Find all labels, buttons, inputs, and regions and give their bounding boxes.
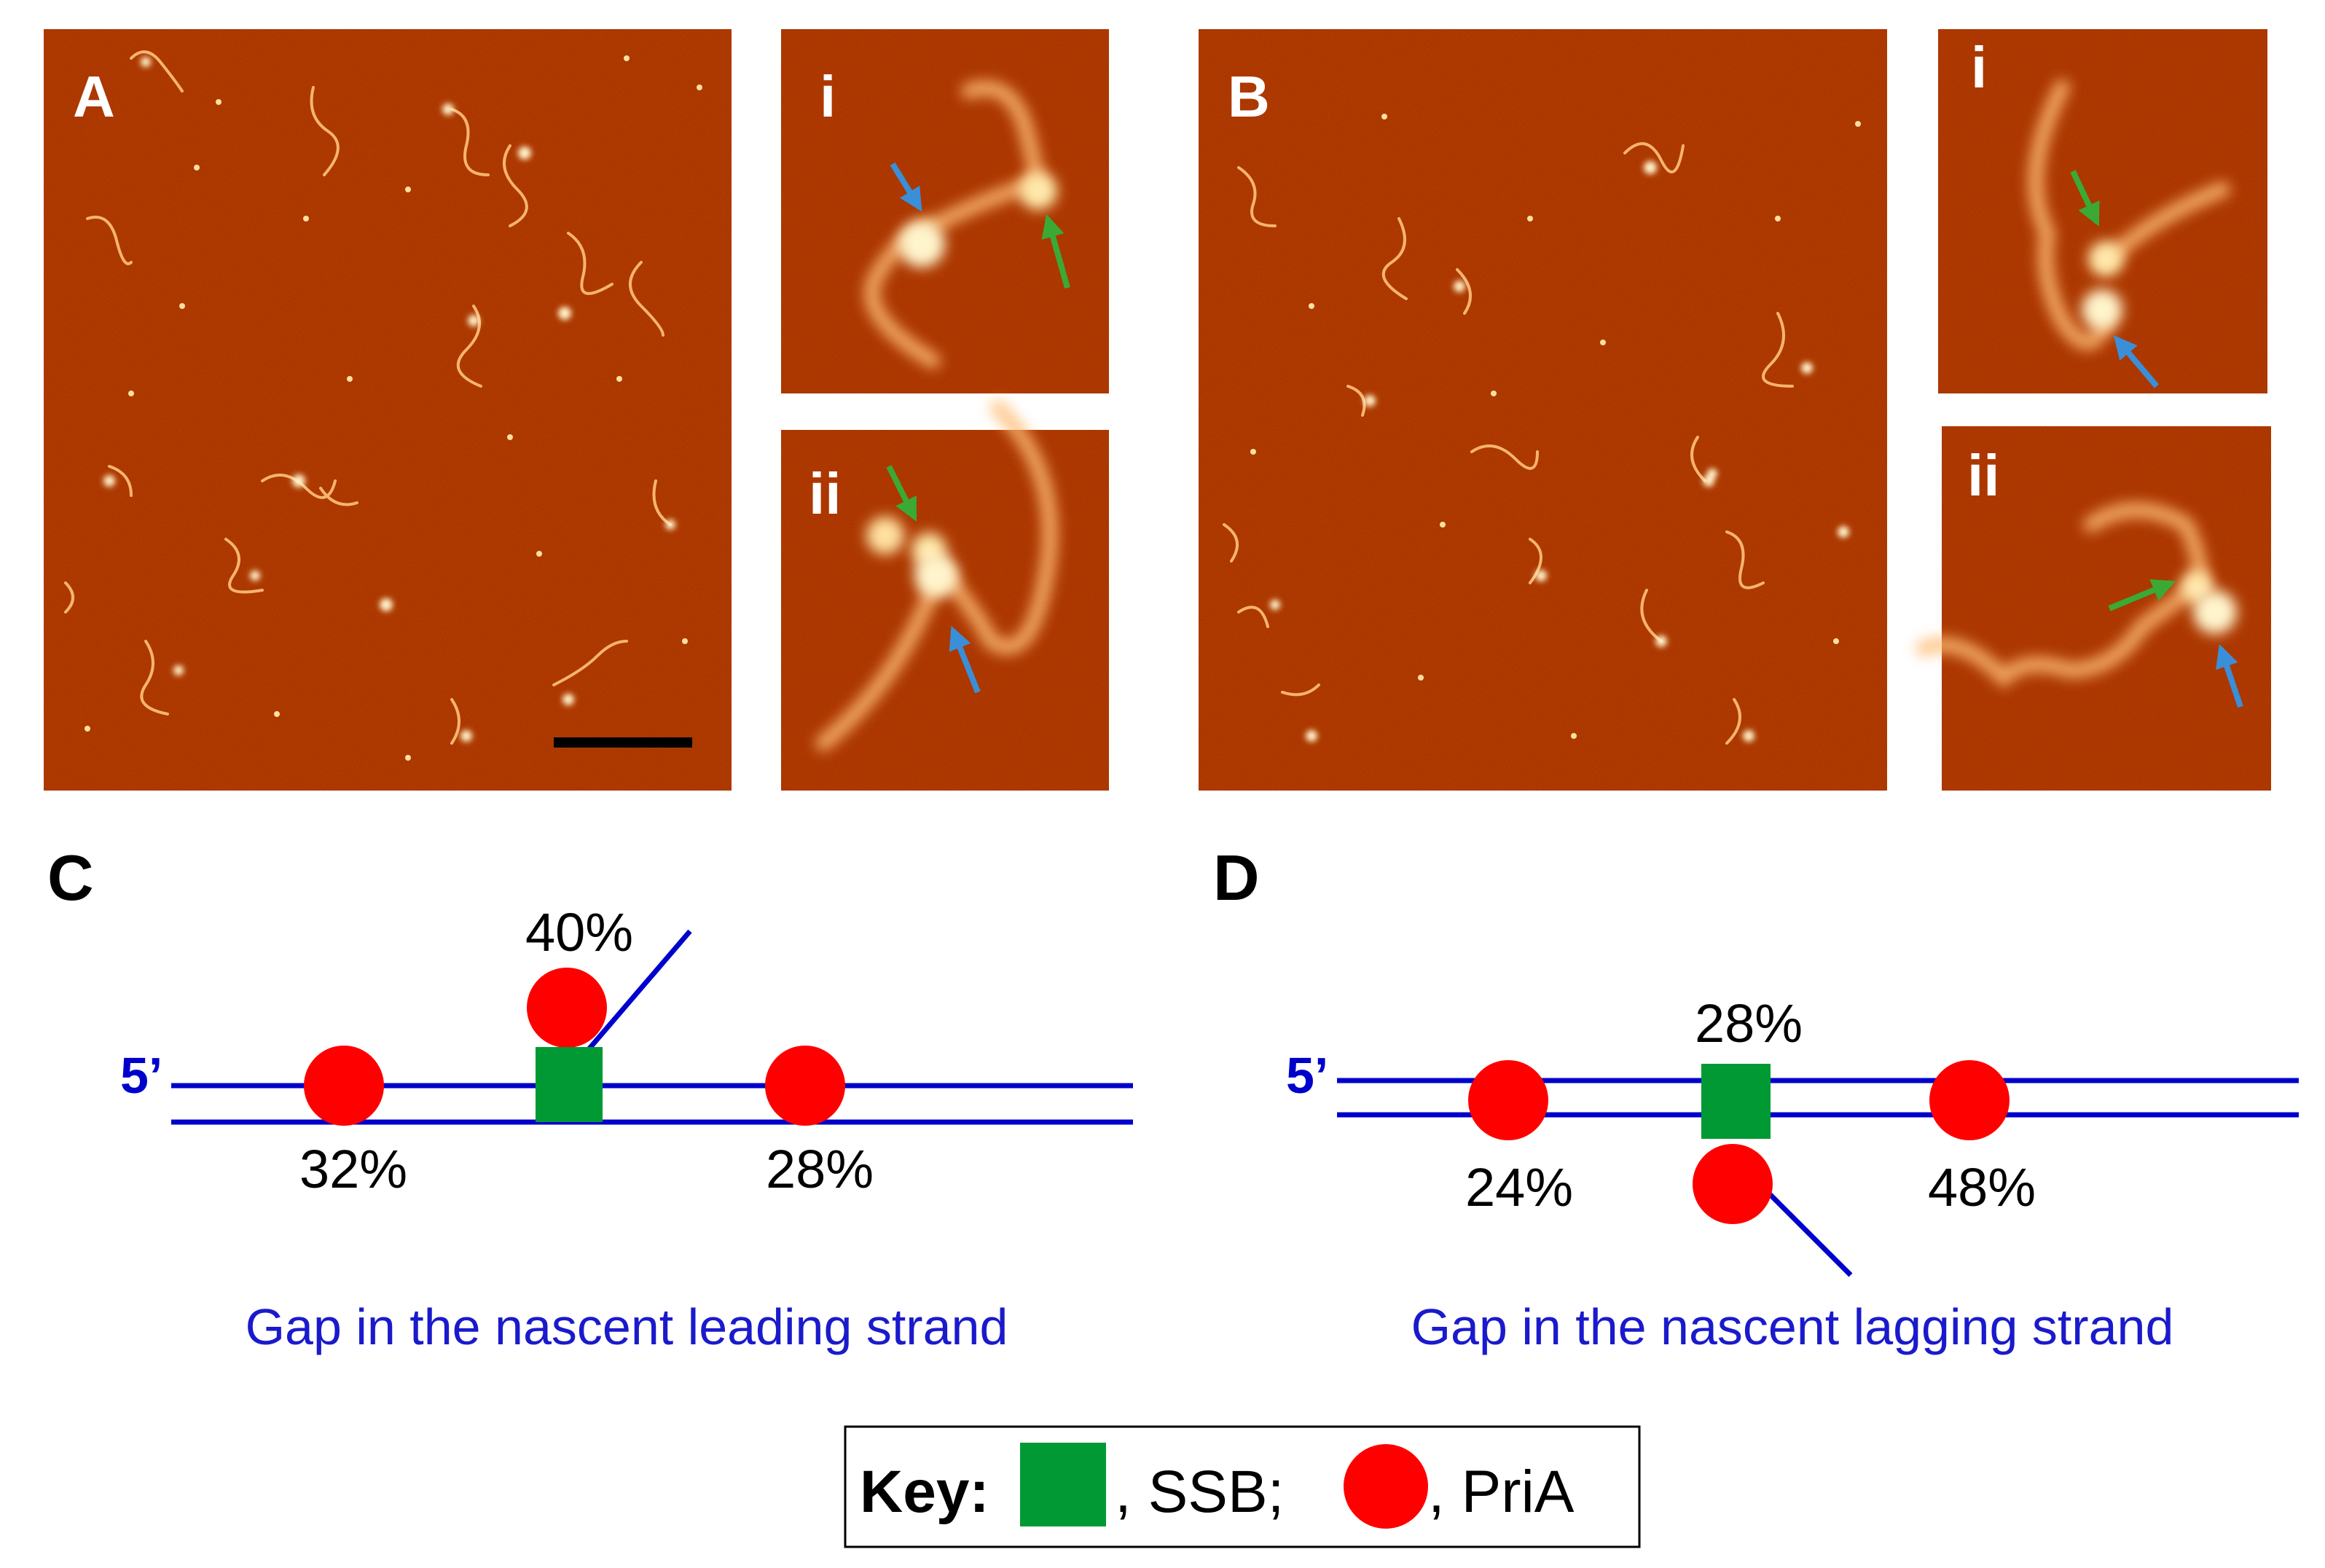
percent-left: 32% — [299, 1139, 407, 1199]
green-arrow — [1041, 213, 1070, 289]
panel-d-strand-label: 5’ — [1286, 1047, 1328, 1104]
panel-c-strand-label: 5’ — [120, 1047, 162, 1104]
panel-b-afm-image — [1199, 29, 1887, 791]
pria-marker — [304, 1046, 384, 1126]
green-arrow — [2108, 579, 2176, 611]
legend-pria-text: , PriA — [1428, 1459, 1575, 1525]
panel-c-label: C — [47, 842, 94, 914]
blue-arrow — [2113, 335, 2160, 388]
panel-b-inset-i-label: i — [1971, 35, 1987, 100]
ssb-marker — [536, 1047, 603, 1122]
ssb-marker — [1701, 1064, 1771, 1139]
pria-marker — [527, 968, 607, 1048]
panel-b-inset-ii-label: ii — [1967, 443, 1999, 508]
panel-a-afm-image — [44, 29, 732, 791]
percent-ssb: 40% — [525, 902, 633, 963]
pria-marker — [765, 1046, 845, 1126]
blue-arrow — [890, 162, 922, 212]
percent-right: 28% — [766, 1139, 874, 1199]
panel-b-label: B — [1228, 64, 1270, 129]
panel-d-label: D — [1213, 842, 1260, 914]
green-arrow — [886, 465, 917, 522]
pria-marker — [1693, 1144, 1773, 1224]
legend-key: Key: , SSB; , PriA — [844, 1425, 1641, 1548]
legend-ssb-text: , SSB; — [1115, 1459, 1284, 1525]
panel-a-inset-i — [781, 29, 1109, 393]
scale-bar — [554, 737, 692, 748]
pria-marker — [1468, 1060, 1548, 1140]
panel-c-caption: Gap in the nascent leading strand — [246, 1298, 1008, 1355]
percent-right: 48% — [1928, 1157, 2036, 1218]
panel-b-inset-ii — [1916, 426, 2271, 791]
blue-arrow — [2216, 643, 2243, 708]
panel-d-diagram: D 5’ 28% 24% 48% Gap in the nascent lagg… — [1213, 842, 2299, 1355]
panel-b-inset-i — [1938, 29, 2267, 393]
panel-a-inset-ii — [781, 400, 1109, 791]
legend-title: Key: — [860, 1459, 989, 1525]
displaced-strand — [587, 929, 692, 1051]
panel-c-diagram: C 5’ 40% 32% 28% Gap in the nascent lead… — [47, 842, 1133, 1355]
percent-left: 24% — [1465, 1157, 1573, 1218]
percent-ssb: 28% — [1695, 993, 1803, 1054]
legend-ssb-swatch — [1020, 1443, 1106, 1526]
panel-a-inset-i-label: i — [820, 64, 836, 129]
legend-pria-swatch — [1344, 1444, 1428, 1529]
panel-d-caption: Gap in the nascent lagging strand — [1411, 1298, 2174, 1355]
pria-marker — [1929, 1060, 2010, 1140]
panel-a-label: A — [73, 64, 115, 129]
green-arrow — [2070, 170, 2100, 227]
blue-arrow — [949, 626, 981, 694]
panel-a-inset-ii-label: ii — [809, 461, 841, 526]
